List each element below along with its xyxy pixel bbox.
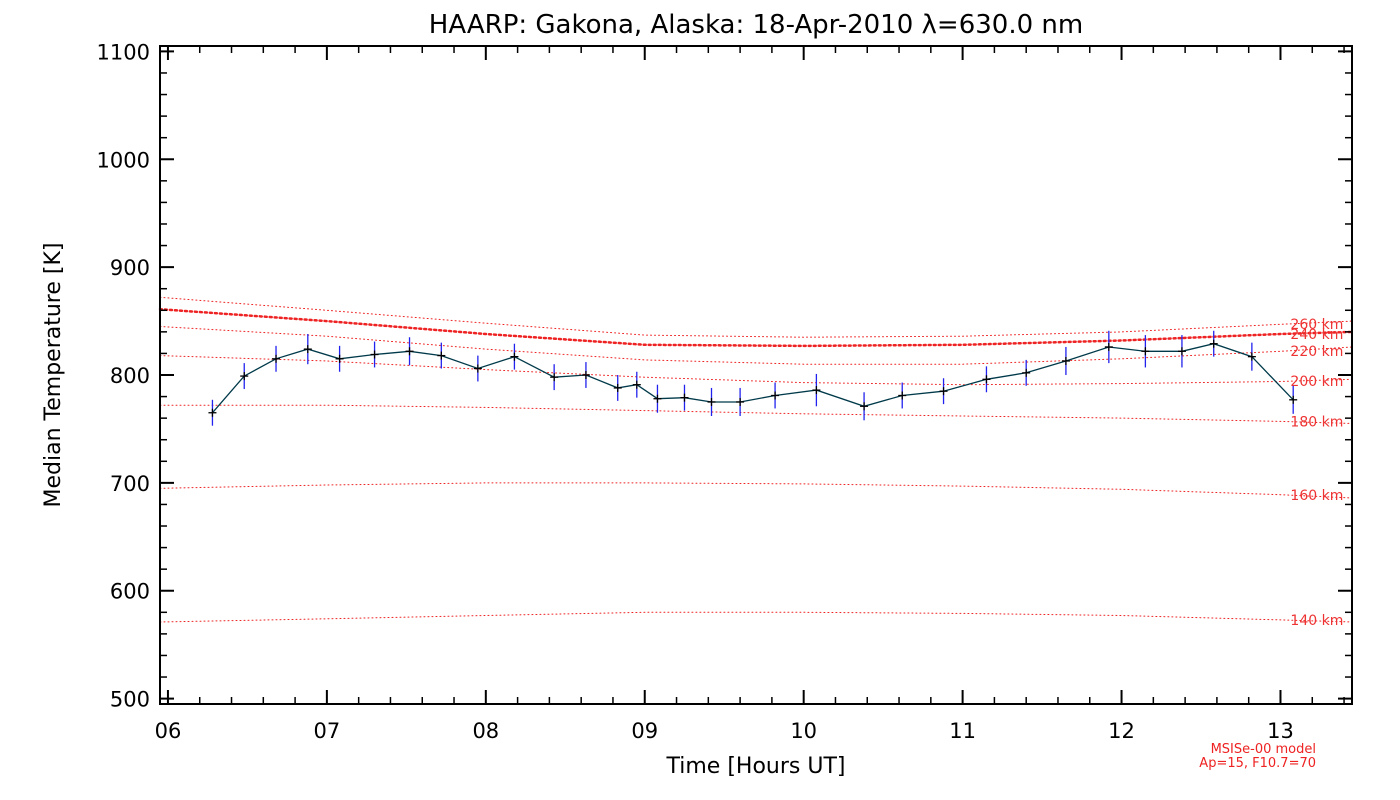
data-line [211, 343, 1294, 414]
data-point [812, 386, 821, 395]
data-point [939, 387, 948, 396]
model-curve-260km [159, 296, 1353, 338]
data-point [335, 354, 344, 363]
data-point [736, 397, 745, 406]
x-tick-label: 06 [155, 719, 182, 743]
x-tick-label: 08 [472, 719, 499, 743]
data-point [1104, 342, 1113, 351]
model-curve-200km [159, 355, 1353, 386]
data-point [550, 373, 559, 382]
model-curve-160km [159, 482, 1353, 499]
y-axis-label: Median Temperature [K] [41, 243, 66, 508]
data-point [240, 372, 249, 381]
data-point [707, 397, 716, 406]
x-tick-label: 13 [1267, 719, 1294, 743]
x-tick-label: 11 [949, 719, 976, 743]
model-curve-label: 240 km [1290, 327, 1343, 343]
model-curve-label: 140 km [1290, 613, 1343, 629]
chart-title: HAARP: Gakona, Alaska: 18-Apr-2010 λ=630… [429, 10, 1083, 40]
data-point [208, 408, 217, 417]
model-note-line2: Ap=15, F10.7=70 [1199, 756, 1316, 771]
data-point [898, 391, 907, 400]
data-point [771, 391, 780, 400]
data-point [405, 347, 414, 356]
data-point [613, 383, 622, 392]
y-tick-label: 600 [110, 580, 150, 604]
data-point [1247, 352, 1256, 361]
y-tick-label: 900 [110, 256, 150, 280]
data-point [272, 354, 281, 363]
data-point [1209, 339, 1218, 348]
model-curve-180km [159, 404, 1353, 424]
data-point [437, 351, 446, 360]
data-point [370, 350, 379, 359]
x-axis-label: Time [Hours UT] [666, 754, 846, 779]
data-series-layer [208, 330, 1298, 426]
x-tick-label: 12 [1108, 719, 1135, 743]
model-curve-label: 220 km [1290, 344, 1343, 360]
data-point [982, 375, 991, 384]
y-tick-label: 500 [110, 688, 150, 712]
x-tick-label: 10 [790, 719, 817, 743]
data-point [581, 371, 590, 379]
model-curve-220km [159, 326, 1353, 365]
y-tick-label: 700 [110, 472, 150, 496]
y-tick-label: 800 [110, 364, 150, 388]
model-curve-label: 180 km [1290, 415, 1343, 431]
model-curve-140km [159, 611, 1353, 623]
model-curve-label: 200 km [1290, 374, 1343, 390]
data-point [473, 364, 482, 373]
data-point [1289, 395, 1298, 404]
x-tick-label: 07 [314, 719, 341, 743]
y-tick-label: 1000 [97, 148, 150, 172]
model-curve-label: 260 km [1290, 317, 1343, 333]
data-point [860, 402, 869, 411]
data-point [1177, 347, 1186, 356]
data-point [680, 393, 689, 402]
axes-layer: 06 07 08 09 10 11 12 13 500 600 700 800 900 1000 1100 [97, 40, 1352, 743]
data-point [632, 380, 641, 389]
data-point [653, 394, 662, 403]
model-note-line1: MSISe-00 model [1211, 742, 1316, 757]
model-curve-240km [158, 307, 1354, 348]
data-point [1022, 368, 1031, 377]
x-tick-label: 09 [631, 719, 658, 743]
model-curve-label: 160 km [1290, 488, 1343, 504]
data-point [510, 352, 519, 361]
plot-frame [159, 45, 1353, 705]
data-point [1061, 356, 1070, 365]
data-point [1141, 347, 1150, 356]
y-tick-label: 1100 [97, 40, 150, 64]
data-point [303, 345, 312, 354]
